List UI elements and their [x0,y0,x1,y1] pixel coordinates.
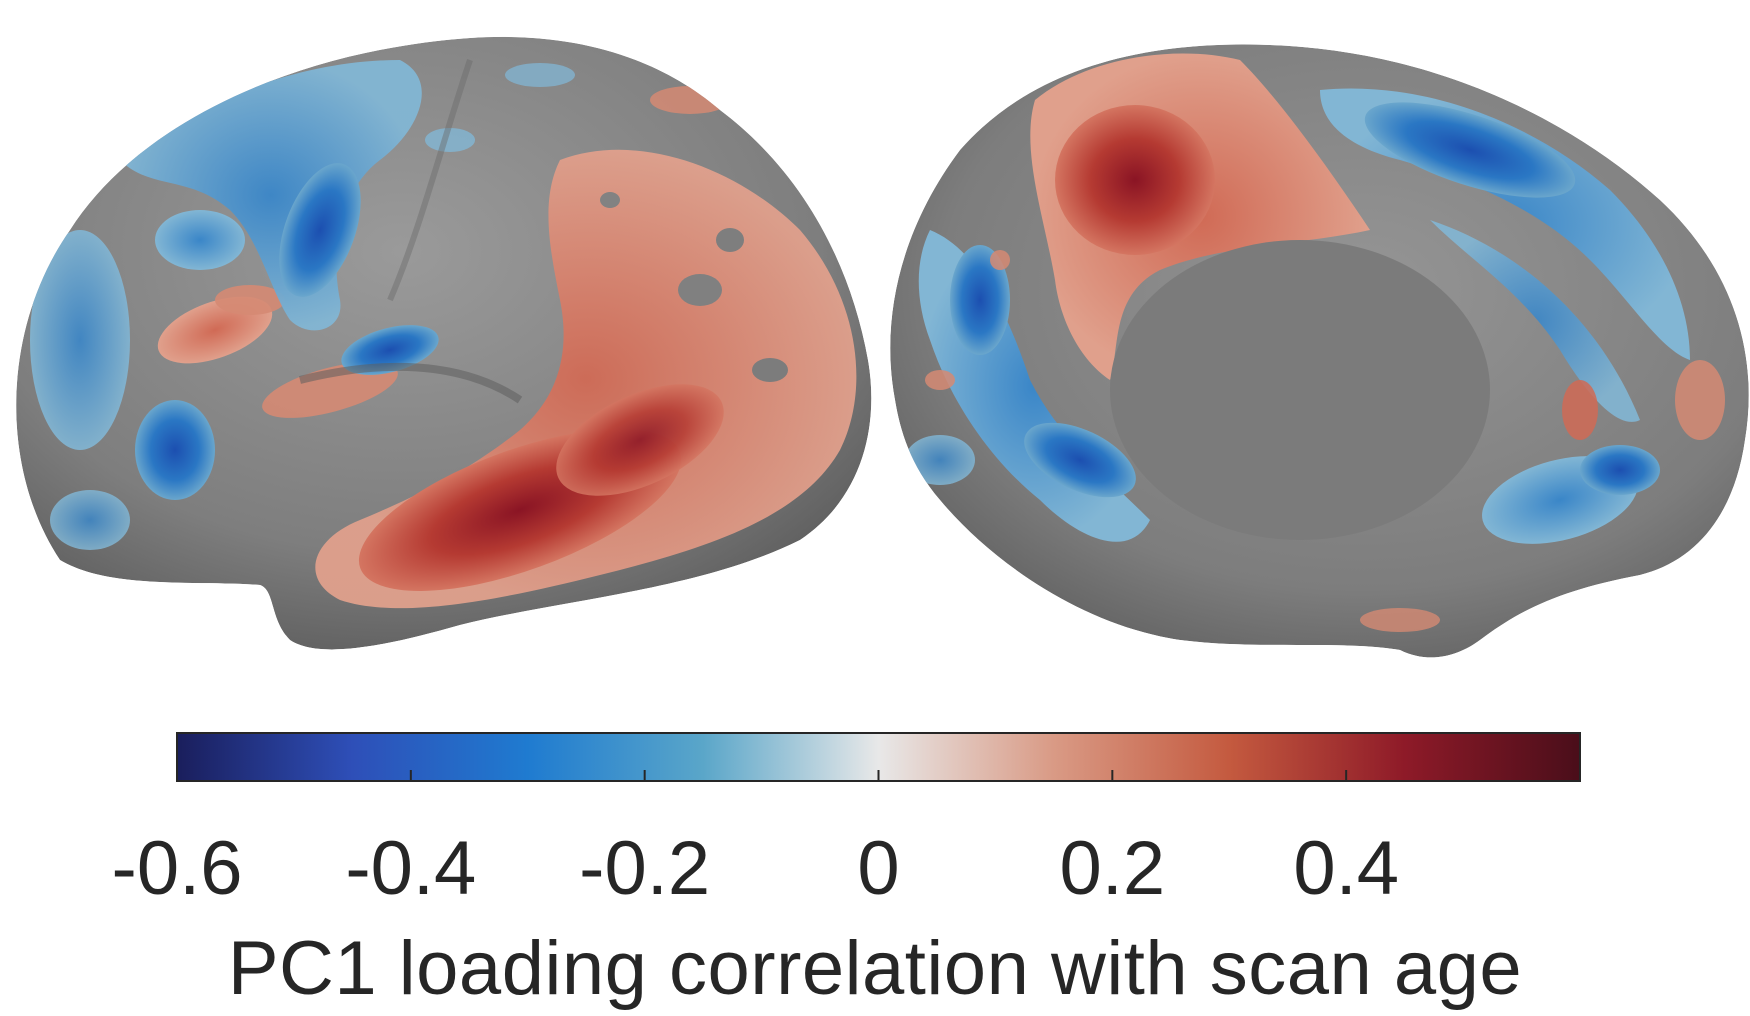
colorbar-tick-label: 0.2 [1059,826,1166,911]
colorbar-ticks [176,770,1348,781]
colorbar-tick-label: 0 [857,826,900,911]
colorbar-gradient [176,732,1581,782]
colorbar-label: PC1 loading correlation with scan age [227,926,1523,1011]
left-hemisphere [16,36,872,650]
colorbar-tick-label: -0.2 [579,826,711,911]
colorbar-tick-label: -0.6 [111,826,243,911]
colorbar-tick-label: -0.4 [345,826,477,911]
colorbar-tick-label: 0.4 [1293,826,1399,911]
right-hemisphere [890,44,1749,658]
colorbar: -0.6 -0.4 -0.2 0 0.2 0.4 PC1 loading correlat… [0,700,1750,1016]
brain-surfaces [16,36,1749,658]
